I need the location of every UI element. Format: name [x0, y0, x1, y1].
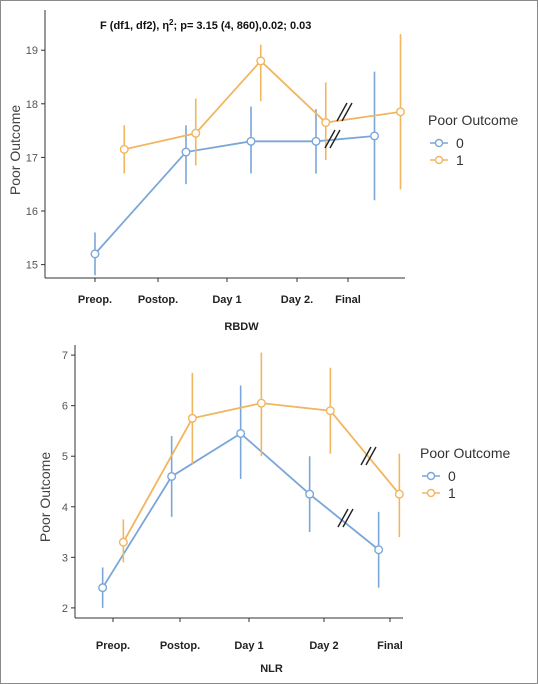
legend-entry-label: 0 — [456, 135, 464, 151]
y-tick-label: 17 — [26, 152, 38, 164]
y-tick-label: 19 — [26, 45, 38, 57]
y-tick-label: 16 — [26, 206, 38, 218]
x-tick-label: Day 2. — [281, 294, 313, 306]
data-point-1 — [321, 118, 331, 128]
axis-break-mark — [329, 129, 341, 149]
chart-annotation: F (df1, df2), η2; p= 3.15 (4, 860),0.02;… — [100, 18, 311, 32]
data-point-0 — [90, 249, 100, 259]
data-point-0 — [311, 136, 321, 146]
data-point-1 — [256, 56, 266, 66]
x-tick-label: Preop. — [78, 294, 112, 306]
series-line-1 — [124, 59, 401, 151]
legend-entry-label: 1 — [456, 152, 464, 168]
axis-break-mark — [324, 129, 336, 149]
data-point-1 — [119, 144, 129, 154]
x-axis-label: RBDW — [224, 321, 259, 333]
axis-break-mark — [336, 102, 348, 122]
data-point-1 — [396, 107, 406, 117]
y-tick-label: 18 — [26, 99, 38, 111]
legend-swatch-marker — [434, 138, 444, 148]
data-point-0 — [246, 136, 256, 146]
x-tick-label: Final — [335, 294, 361, 306]
series-line-0 — [94, 135, 375, 255]
x-tick-label: Postop. — [138, 294, 178, 306]
legend-title: Poor Outcome — [428, 112, 518, 128]
data-point-1 — [191, 128, 201, 138]
legend-swatch-marker — [434, 155, 444, 165]
axis-break-mark — [341, 102, 353, 122]
data-point-0 — [370, 131, 380, 141]
data-point-0 — [181, 147, 191, 157]
x-tick-label: Day 1 — [212, 294, 241, 306]
y-tick-label: 15 — [26, 260, 38, 272]
y-axis-label: Poor Outcome — [7, 105, 23, 195]
